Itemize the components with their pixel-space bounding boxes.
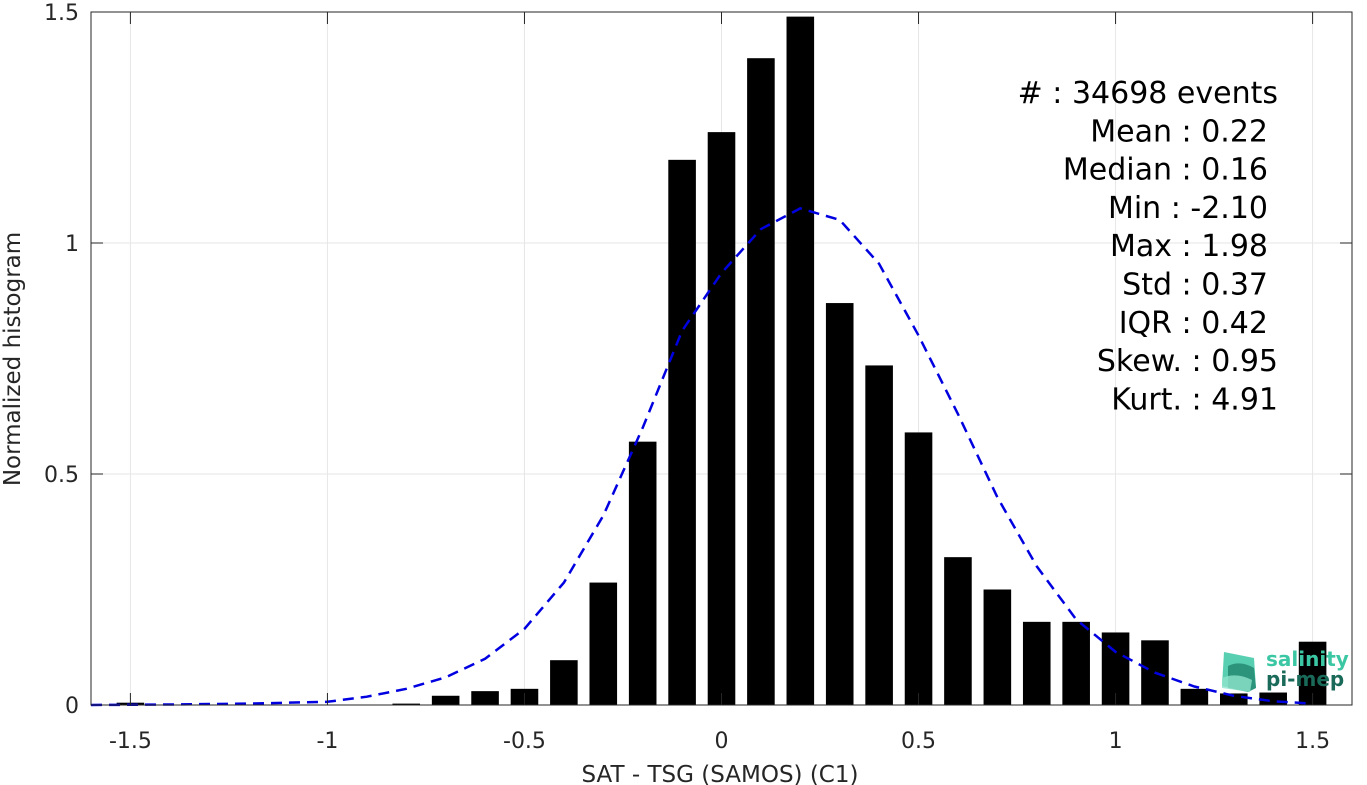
histogram-bar [431,695,460,705]
histogram-bar [825,303,854,705]
x-axis-label: SAT - TSG (SAMOS) (C1) [582,762,859,785]
x-tick-label: 1.5 [1295,729,1330,754]
histogram-bar [865,365,893,705]
histogram-bar [904,432,933,705]
stats-line: Max : 1.98 [1110,229,1268,264]
logo-text-pi-mep: pi-mep [1266,667,1344,691]
logo-text-salinity: salinity [1266,647,1349,671]
histogram-bar [1180,688,1209,705]
x-tick-labels: -1.5 -1 -0.5 0 0.5 1 1.5 [109,729,1330,754]
x-tick-label: 0.5 [901,729,936,754]
x-tick-label: -0.5 [503,729,546,754]
y-tick-label: 1.5 [44,1,79,26]
stats-line: Min : -2.10 [1108,191,1268,226]
histogram-bar [1022,621,1051,705]
histogram-bar [747,58,775,705]
stats-line: IQR : 0.42 [1119,306,1268,341]
histogram-bar [1219,693,1248,705]
axis-ticks [91,11,1352,706]
x-tick-label: -1.5 [109,729,152,754]
histogram-bar [392,703,421,705]
histogram-bar [668,159,696,706]
x-tick-label: -1 [316,729,338,754]
stats-line: Mean : 0.22 [1090,114,1268,149]
stats-line: # : 34698 events [1018,76,1278,111]
y-tick-label: 0 [65,694,79,719]
histogram-bar [1101,632,1130,705]
histogram-bar [471,691,499,705]
histogram-bar [589,582,618,705]
stats-line: Median : 0.16 [1063,153,1268,188]
histogram-bar [550,660,578,705]
y-tick-label: 1 [65,232,79,257]
stats-line: Kurt. : 4.91 [1111,382,1278,417]
stats-line: Std : 0.37 [1122,268,1268,303]
histogram-bar [786,16,815,706]
logo-wave-light-icon [1222,675,1252,692]
fit-curve-line [90,207,1313,707]
histogram-bar [1062,621,1090,705]
histogram-bar [983,589,1012,705]
y-axis-label: Normalized histogram [0,232,26,486]
salinity-pi-mep-logo: salinity pi-mep [1222,647,1349,692]
histogram-bars [116,16,1327,706]
histogram-bar [707,132,736,705]
x-tick-label: 1 [1109,729,1123,754]
histogram-bar [628,441,657,705]
y-tick-label: 0.5 [44,463,79,488]
histogram-bar [944,557,972,705]
x-tick-label: 0 [715,729,729,754]
stats-line: Skew. : 0.95 [1097,344,1278,379]
y-tick-labels: 0 0.5 1 1.5 [44,1,79,719]
